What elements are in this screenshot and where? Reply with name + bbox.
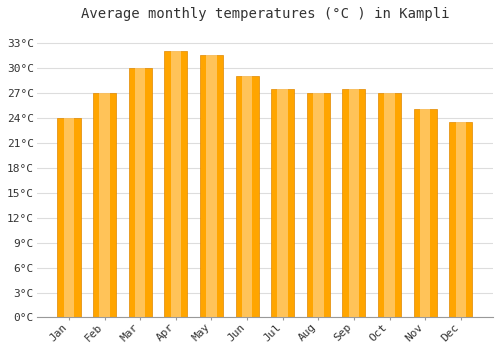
Bar — [135, 68, 145, 317]
Bar — [306, 93, 330, 317]
Bar — [58, 118, 80, 317]
Bar — [236, 76, 258, 317]
Bar — [384, 93, 394, 317]
Bar — [128, 68, 152, 317]
Bar — [342, 89, 365, 317]
Bar — [348, 89, 359, 317]
Bar — [200, 55, 223, 317]
Title: Average monthly temperatures (°C ) in Kampli: Average monthly temperatures (°C ) in Ka… — [80, 7, 449, 21]
Bar — [170, 51, 181, 317]
Bar — [64, 118, 74, 317]
Bar — [242, 76, 252, 317]
Bar — [206, 55, 216, 317]
Bar — [378, 93, 401, 317]
Bar — [164, 51, 188, 317]
Bar — [93, 93, 116, 317]
Bar — [449, 122, 472, 317]
Bar — [420, 110, 430, 317]
Bar — [313, 93, 324, 317]
Bar — [414, 110, 436, 317]
Bar — [100, 93, 110, 317]
Bar — [278, 89, 288, 317]
Bar — [271, 89, 294, 317]
Bar — [456, 122, 466, 317]
